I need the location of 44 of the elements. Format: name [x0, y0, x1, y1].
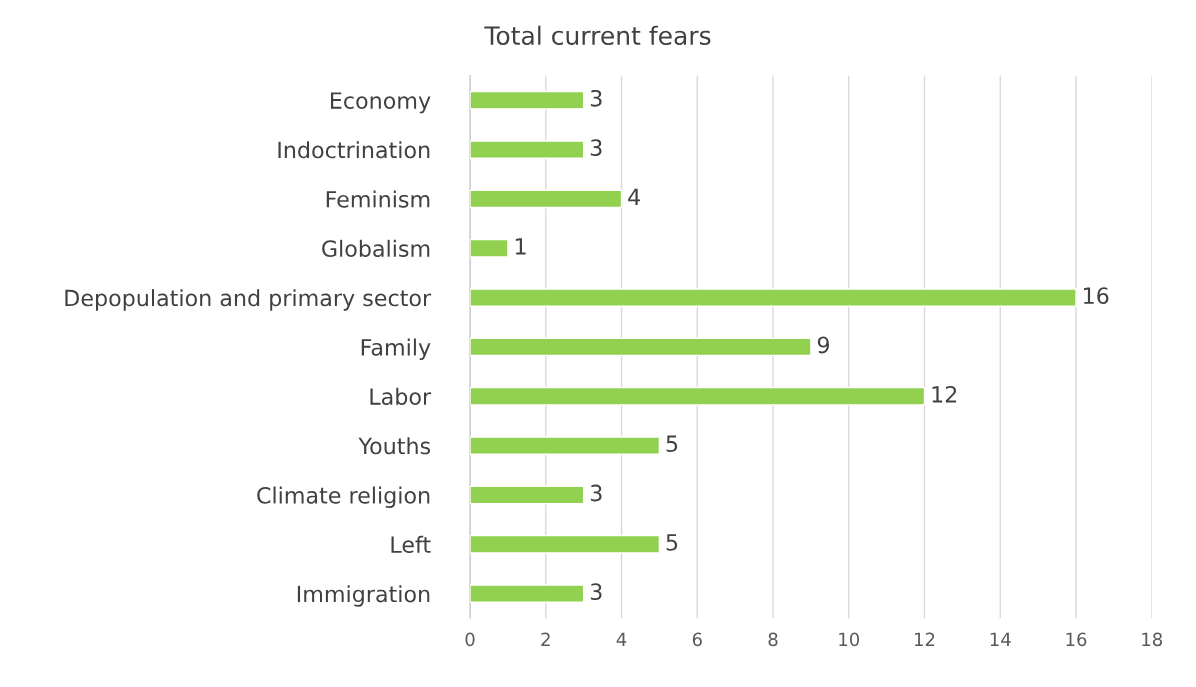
x-tick-label: 12 [915, 632, 935, 646]
x-tick-label: 18 [1142, 632, 1162, 647]
data-label: 16 [1084, 287, 1109, 305]
x-tick-label: 10 [839, 632, 860, 647]
chart-title: Total current fears [484, 25, 711, 46]
bar [470, 189, 623, 209]
y-tick-label: Indoctrination [278, 141, 430, 159]
bar [470, 337, 812, 357]
data-label: 9 [817, 336, 830, 354]
data-label: 1 [515, 238, 526, 255]
bar [470, 584, 585, 603]
bar [470, 485, 585, 505]
y-tick-label: Globalism [322, 239, 430, 258]
x-tick-label: 8 [768, 632, 778, 647]
bar [470, 90, 585, 110]
data-label: 5 [666, 435, 678, 453]
data-label: 3 [590, 484, 602, 502]
y-tick-label: Climate religion [257, 486, 430, 509]
data-label: 4 [628, 188, 640, 206]
y-tick-label: Left [391, 535, 431, 554]
x-tick-label: 2 [541, 632, 550, 646]
bar [470, 238, 509, 258]
data-label: 5 [666, 534, 678, 551]
y-tick-label: Immigration [297, 585, 430, 607]
bar [470, 386, 926, 406]
y-tick-label: Economy [330, 92, 431, 114]
data-label: 3 [590, 139, 602, 157]
y-tick-label: Youths [358, 437, 431, 455]
y-tick-label: Depopulation and primary sector [65, 289, 432, 311]
x-tick-label: 6 [692, 632, 702, 647]
x-tick-label: 0 [465, 632, 475, 647]
x-tick-label: 4 [616, 632, 627, 646]
bar [470, 436, 661, 455]
y-tick-label: Labor [370, 387, 432, 406]
y-tick-label: Family [361, 338, 431, 360]
bar [470, 288, 1077, 307]
y-tick-label: Feminism [326, 190, 430, 208]
data-label: 3 [590, 89, 602, 107]
data-label: 3 [590, 583, 602, 601]
x-tick-label: 14 [990, 632, 1011, 646]
bar [470, 140, 585, 159]
x-tick-label: 16 [1066, 632, 1087, 647]
bar [470, 534, 661, 554]
data-label: 12 [932, 385, 957, 403]
